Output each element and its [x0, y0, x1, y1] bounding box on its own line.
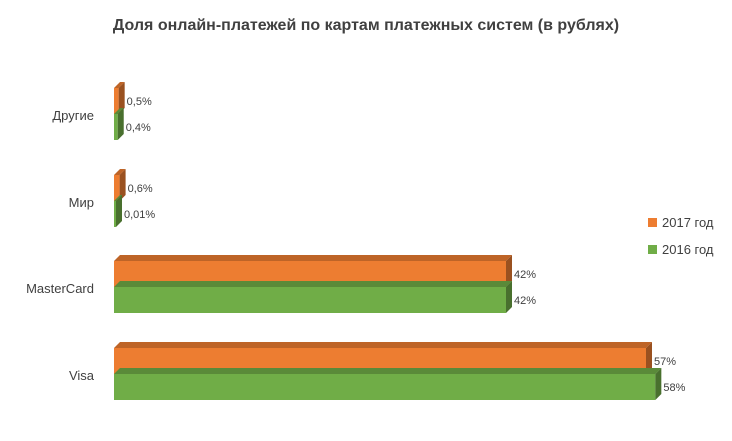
bar — [114, 195, 122, 227]
legend-item: 2017 год — [648, 215, 714, 230]
data-label: 57% — [654, 356, 676, 368]
labels-layer: Visa 57% 58% MasterCard 42% 42% Мир 0,6% 0,01% Др… — [26, 96, 685, 394]
data-label: 0,5% — [127, 96, 152, 108]
bar — [114, 82, 125, 114]
category-label: Visa — [69, 368, 95, 383]
data-label: 58% — [663, 382, 685, 394]
chart-title: Доля онлайн-платежей по картам платежных… — [113, 17, 619, 34]
data-label: 0,6% — [128, 183, 153, 195]
data-label: 0,4% — [126, 122, 151, 134]
category-label: Другие — [52, 108, 94, 123]
legend: 2017 год 2016 год — [648, 215, 714, 257]
bar — [114, 368, 662, 400]
bar — [114, 281, 512, 313]
bar — [114, 169, 126, 201]
bar — [114, 108, 124, 140]
legend-label: 2017 год — [662, 215, 714, 230]
legend-swatch — [648, 245, 657, 254]
category-label: MasterCard — [26, 281, 94, 296]
category-label: Мир — [69, 195, 94, 210]
data-label: 42% — [514, 295, 536, 307]
legend-label: 2016 год — [662, 242, 714, 257]
legend-item: 2016 год — [648, 242, 714, 257]
legend-swatch — [648, 218, 657, 227]
data-label: 0,01% — [124, 209, 155, 221]
data-label: 42% — [514, 269, 536, 281]
bars-layer — [114, 82, 662, 400]
